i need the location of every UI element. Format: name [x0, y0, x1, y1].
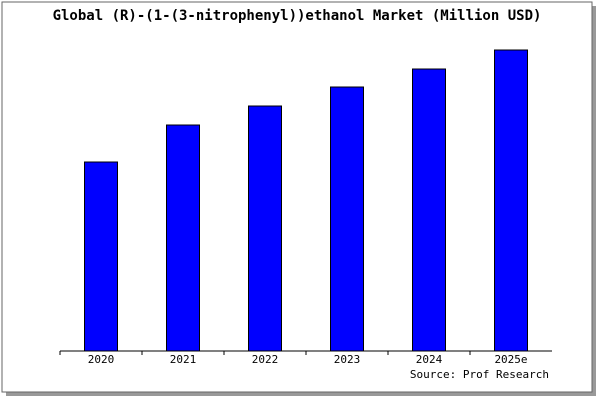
bar [412, 68, 446, 352]
source-note: Source: Prof Research [410, 368, 549, 381]
x-tick-label: 2024 [416, 353, 443, 366]
x-tick-label: 2021 [170, 353, 197, 366]
chart-title: Global (R)-(1-(3-nitrophenyl))ethanol Ma… [53, 8, 542, 24]
x-tick-label: 2023 [334, 353, 361, 366]
bar [84, 161, 118, 352]
bar [330, 86, 364, 352]
x-tick-label: 2020 [88, 353, 115, 366]
bar [166, 124, 200, 352]
bar [248, 105, 282, 352]
x-tick-label: 2025e [494, 353, 527, 366]
bar [494, 49, 528, 352]
x-tick-label: 2022 [252, 353, 279, 366]
